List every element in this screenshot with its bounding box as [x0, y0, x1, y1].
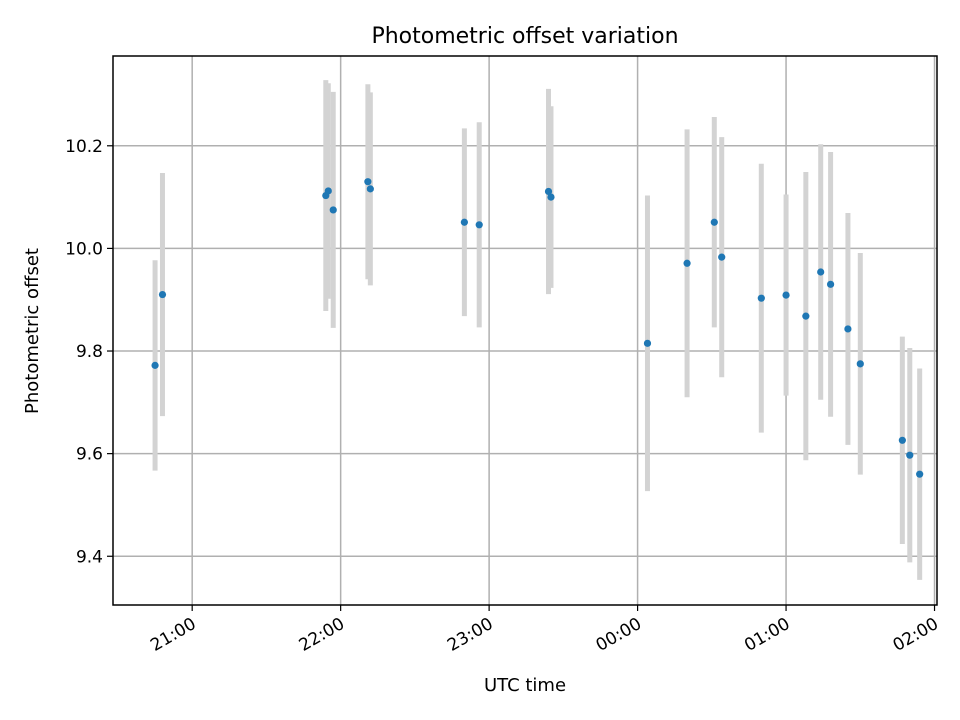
- chart-title: Photometric offset variation: [371, 24, 678, 49]
- y-tick-label: 9.6: [76, 445, 103, 465]
- data-point: [916, 470, 924, 478]
- x-axis-label: UTC time: [484, 675, 566, 696]
- data-point: [826, 280, 835, 288]
- data-point: [782, 291, 790, 299]
- data-point: [906, 451, 914, 459]
- data-point: [856, 360, 864, 368]
- data-point: [898, 436, 906, 444]
- data-point: [158, 290, 167, 299]
- data-point: [718, 253, 726, 261]
- data-point: [643, 339, 652, 347]
- data-point: [802, 312, 810, 320]
- data-point: [324, 187, 332, 195]
- data-point: [475, 221, 483, 229]
- data-point: [151, 361, 159, 369]
- plot-frame: [112, 55, 938, 606]
- y-tick-label: 9.4: [76, 547, 103, 567]
- data-points: [151, 178, 924, 478]
- y-tick-label: 9.8: [76, 342, 103, 362]
- data-point: [547, 193, 555, 201]
- data-point: [460, 218, 468, 226]
- data-point: [364, 178, 372, 186]
- data-point: [710, 218, 718, 226]
- y-axis-label: Photometric offset: [22, 248, 43, 414]
- y-tick-label: 10.2: [65, 137, 103, 157]
- data-point: [817, 268, 825, 276]
- data-point: [683, 259, 691, 267]
- data-point: [844, 325, 852, 333]
- data-point: [329, 206, 337, 214]
- data-point: [757, 294, 765, 302]
- data-point: [366, 185, 374, 193]
- y-tick-label: 10.0: [65, 239, 103, 259]
- data-point: [544, 187, 553, 196]
